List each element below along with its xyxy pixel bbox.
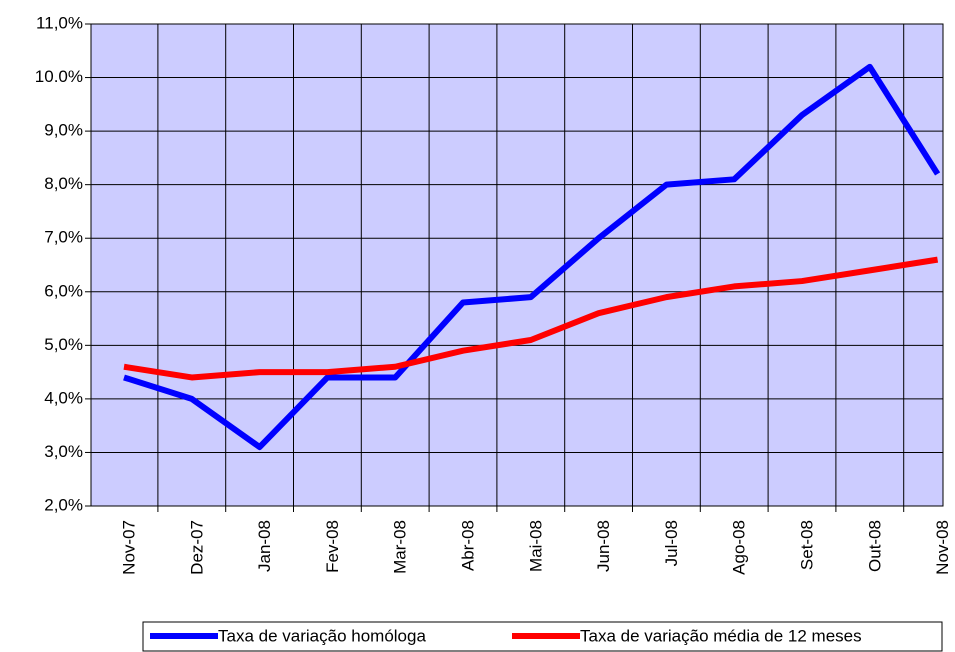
x-tick-label: Nov-07 bbox=[119, 520, 138, 575]
y-tick-label: 6,0% bbox=[44, 281, 83, 300]
y-tick-label: 7,0% bbox=[44, 228, 83, 247]
y-tick-label: 3,0% bbox=[44, 442, 83, 461]
y-tick-label: 4,0% bbox=[44, 388, 83, 407]
y-tick-label: 8,0% bbox=[44, 174, 83, 193]
x-tick-label: Ago-08 bbox=[730, 520, 749, 575]
legend-label: Taxa de variação média de 12 meses bbox=[580, 626, 862, 645]
plot-area bbox=[91, 24, 943, 506]
y-tick-label: 2,0% bbox=[44, 495, 83, 514]
x-tick-label: Nov-08 bbox=[933, 520, 952, 575]
x-tick-label: Jan-08 bbox=[255, 520, 274, 572]
x-tick-label: Out-08 bbox=[865, 520, 884, 572]
x-tick-label: Fev-08 bbox=[323, 520, 342, 573]
x-tick-label: Dez-07 bbox=[187, 520, 206, 575]
y-tick-label: 5,0% bbox=[44, 335, 83, 354]
x-tick-label: Mar-08 bbox=[391, 520, 410, 574]
x-tick-label: Jul-08 bbox=[662, 520, 681, 566]
plot-border bbox=[90, 23, 944, 507]
x-tick-label: Mai-08 bbox=[526, 520, 545, 572]
x-tick-label: Set-08 bbox=[797, 520, 816, 570]
legend-box bbox=[142, 621, 943, 652]
legend-label: Taxa de variação homóloga bbox=[218, 626, 426, 645]
y-tick-label: 10.0% bbox=[35, 67, 83, 86]
series-line bbox=[123, 256, 939, 381]
y-tick-label: 11,0% bbox=[36, 13, 83, 32]
x-tick-label: Jun-08 bbox=[594, 520, 613, 572]
y-tick-label: 9,0% bbox=[44, 121, 83, 140]
series-line bbox=[123, 63, 941, 451]
x-tick-label: Abr-08 bbox=[458, 520, 477, 571]
